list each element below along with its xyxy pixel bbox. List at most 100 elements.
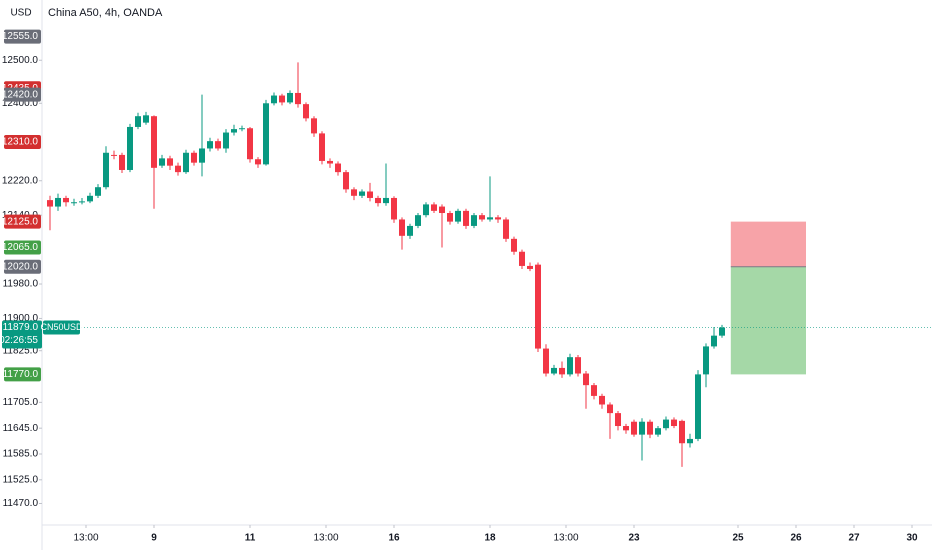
candle-body bbox=[655, 428, 661, 435]
price-marker-label: 12065.0 bbox=[2, 242, 39, 253]
symbol-label: CN50USD bbox=[40, 322, 83, 332]
candle-body bbox=[159, 158, 165, 166]
candle-body bbox=[551, 367, 557, 374]
chart-title: China A50, 4h, OANDA bbox=[48, 7, 163, 19]
candle-body bbox=[407, 225, 413, 236]
candle-body bbox=[239, 128, 245, 130]
y-tick-label: 11900.0 bbox=[3, 313, 39, 324]
candle-body bbox=[583, 373, 589, 386]
y-tick-label: 11525.0 bbox=[3, 474, 39, 485]
candle-body bbox=[351, 189, 357, 196]
candle-body bbox=[287, 92, 293, 103]
candle-body bbox=[143, 115, 149, 123]
candle-body bbox=[679, 420, 685, 444]
price-marker bbox=[4, 29, 41, 44]
price-marker-label: 12310.0 bbox=[2, 137, 39, 148]
candle-body bbox=[327, 160, 333, 164]
candle-body bbox=[207, 141, 213, 149]
candle-body bbox=[687, 438, 693, 444]
x-tick-label: 11 bbox=[245, 533, 256, 544]
x-tick-label: 23 bbox=[628, 533, 640, 544]
price-marker-label: 12420.0 bbox=[2, 89, 39, 100]
price-marker bbox=[4, 367, 41, 382]
price-marker-label: 12555.0 bbox=[2, 31, 39, 42]
y-tick-label: 11705.0 bbox=[3, 397, 39, 408]
candle-body bbox=[423, 204, 429, 216]
x-tick-label: 13:00 bbox=[73, 533, 98, 544]
price-marker bbox=[4, 259, 41, 274]
candle-body bbox=[199, 148, 205, 163]
x-tick-label: 26 bbox=[790, 533, 802, 544]
candle-body bbox=[567, 357, 573, 375]
candle-body bbox=[559, 367, 565, 375]
candle-body bbox=[255, 159, 261, 165]
candle-body bbox=[375, 197, 381, 204]
candle-body bbox=[151, 116, 157, 168]
last-price-label: 11879.0 bbox=[3, 322, 39, 333]
candle-body bbox=[719, 327, 725, 336]
candle-body bbox=[575, 357, 581, 374]
candle-body bbox=[71, 202, 77, 204]
candle-body bbox=[479, 215, 485, 220]
candle-body bbox=[367, 191, 373, 198]
candle-body bbox=[343, 172, 349, 190]
candle-body bbox=[223, 132, 229, 149]
candle-body bbox=[303, 104, 309, 119]
x-tick-label: 16 bbox=[388, 533, 400, 544]
y-tick-label: 11825.0 bbox=[3, 345, 39, 356]
candle-body bbox=[639, 421, 645, 435]
candle-body bbox=[607, 404, 613, 414]
candle-body bbox=[127, 126, 133, 170]
x-tick-label: 13:00 bbox=[553, 533, 578, 544]
candle-body bbox=[511, 238, 517, 252]
stop-zone bbox=[730, 221, 806, 267]
candle-body bbox=[663, 419, 669, 429]
candle-body bbox=[47, 200, 53, 207]
candle-body bbox=[119, 154, 125, 170]
candle-body bbox=[55, 197, 61, 207]
price-marker bbox=[4, 87, 41, 102]
target-zone bbox=[730, 266, 806, 375]
candle-body bbox=[247, 128, 253, 160]
candle-body bbox=[95, 187, 101, 196]
candle-body bbox=[471, 215, 477, 226]
x-tick-label: 30 bbox=[906, 533, 918, 544]
candle-body bbox=[599, 395, 605, 405]
candle-body bbox=[271, 95, 277, 104]
candle-body bbox=[135, 116, 141, 127]
candle-body bbox=[615, 413, 621, 427]
currency: USD bbox=[10, 8, 31, 19]
candle-body bbox=[535, 264, 541, 349]
candle-body bbox=[215, 141, 221, 149]
candle-body bbox=[543, 348, 549, 374]
y-tick-label: 11645.0 bbox=[3, 423, 39, 434]
candle-body bbox=[279, 95, 285, 103]
price-marker-label: 12125.0 bbox=[2, 216, 39, 227]
candle-body bbox=[175, 165, 181, 173]
candle-body bbox=[111, 154, 117, 156]
price-marker bbox=[4, 240, 41, 255]
candle-body bbox=[623, 426, 629, 431]
candle-body bbox=[415, 215, 421, 226]
y-tick-label: 12500.0 bbox=[2, 55, 39, 66]
candle-body bbox=[335, 163, 341, 173]
candle-body bbox=[167, 158, 173, 166]
countdown: 02:26:55 bbox=[0, 335, 38, 346]
y-tick-label: 11980.0 bbox=[3, 279, 39, 290]
x-tick-label: 9 bbox=[151, 533, 157, 544]
candle-body bbox=[695, 374, 701, 439]
candle-body bbox=[63, 197, 69, 203]
last-price-marker bbox=[2, 320, 42, 349]
price-marker-label: 12020.0 bbox=[2, 261, 39, 272]
price-marker bbox=[4, 214, 41, 229]
candle-body bbox=[359, 191, 365, 196]
candle-body bbox=[311, 118, 317, 134]
x-tick-label: 13:00 bbox=[313, 533, 338, 544]
candle-body bbox=[79, 201, 85, 203]
candle-body bbox=[503, 219, 509, 239]
price-marker bbox=[4, 135, 41, 150]
candle-body bbox=[183, 152, 189, 173]
candle-body bbox=[455, 210, 461, 222]
y-tick-label: 11470.0 bbox=[3, 498, 39, 509]
candle-body bbox=[103, 152, 109, 188]
